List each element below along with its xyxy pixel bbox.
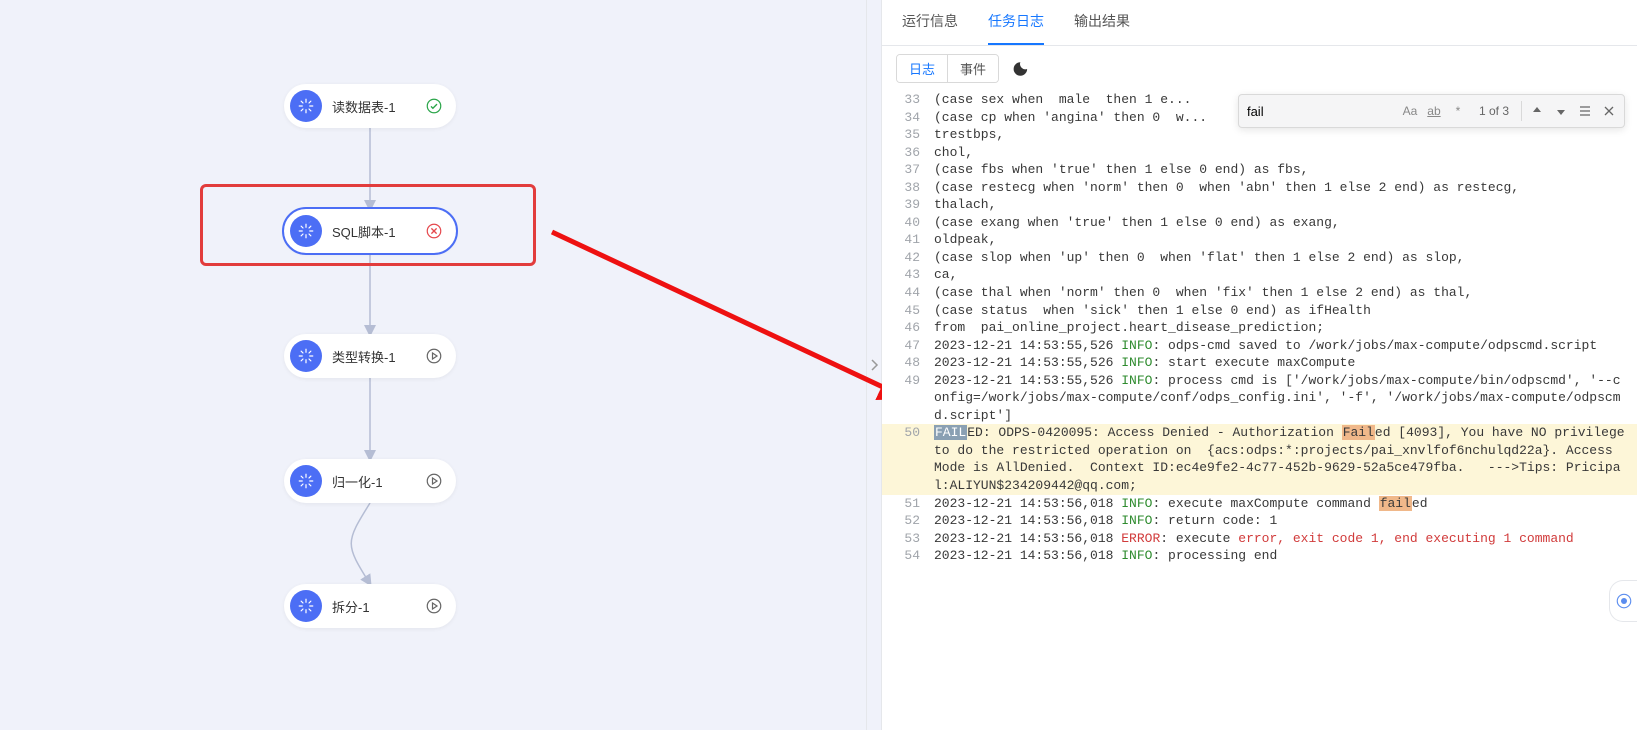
log-line: 35trestbps, [882, 126, 1637, 144]
find-count: 1 of 3 [1473, 104, 1515, 118]
close-icon [1603, 105, 1615, 117]
node-icon [290, 215, 322, 247]
log-line: 40(case exang when 'true' then 1 else 0 … [882, 214, 1637, 232]
node-label: SQL脚本-1 [332, 222, 424, 241]
log-line: 492023-12-21 14:53:55,526 INFO: process … [882, 372, 1637, 425]
node-status-icon [424, 596, 444, 616]
log-line: 36chol, [882, 144, 1637, 162]
segment-log[interactable]: 日志 [897, 55, 948, 82]
dark-mode-toggle[interactable] [1009, 58, 1031, 80]
match-case-toggle[interactable]: Aa [1401, 102, 1419, 120]
node-label: 读数据表-1 [332, 97, 424, 116]
log-line: 472023-12-21 14:53:55,526 INFO: odps-cmd… [882, 337, 1637, 355]
node-status-icon [424, 221, 444, 241]
log-event-segment: 日志事件 [896, 54, 999, 83]
moon-icon [1011, 60, 1029, 78]
regex-toggle[interactable]: * [1449, 102, 1467, 120]
list-icon [1578, 104, 1592, 118]
node-label: 拆分-1 [332, 597, 424, 616]
node-label: 类型转换-1 [332, 347, 424, 366]
arrow-up-icon [1531, 105, 1543, 117]
tab-log[interactable]: 任务日志 [988, 0, 1044, 45]
segment-evt[interactable]: 事件 [948, 55, 998, 82]
log-line: 41oldpeak, [882, 231, 1637, 249]
node-icon [290, 340, 322, 372]
log-line: 38(case restecg when 'norm' then 0 when … [882, 179, 1637, 197]
node-label: 归一化-1 [332, 472, 424, 491]
log-line: 50FAILED: ODPS-0420095: Access Denied - … [882, 424, 1637, 494]
chevron-right-icon [869, 358, 879, 372]
node-status-icon [424, 96, 444, 116]
log-line: 42(case slop when 'up' then 0 when 'flat… [882, 249, 1637, 267]
log-line: 37(case fbs when 'true' then 1 else 0 en… [882, 161, 1637, 179]
workflow-node-read[interactable]: 读数据表-1 [284, 84, 456, 128]
workflow-canvas[interactable]: 读数据表-1 SQL脚本-1 类型转换-1 归一化-1 拆分-1 [0, 0, 866, 730]
find-close-button[interactable] [1600, 102, 1618, 120]
find-input[interactable] [1245, 100, 1395, 123]
log-line: 532023-12-21 14:53:56,018 ERROR: execute… [882, 530, 1637, 548]
workflow-node-sql[interactable]: SQL脚本-1 [284, 209, 456, 253]
log-line: 522023-12-21 14:53:56,018 INFO: return c… [882, 512, 1637, 530]
separator [1521, 101, 1522, 121]
log-line: 45(case status when 'sick' then 1 else 0… [882, 302, 1637, 320]
workflow-node-cast[interactable]: 类型转换-1 [284, 334, 456, 378]
panel-collapse-handle[interactable] [866, 0, 882, 730]
help-icon [1615, 592, 1633, 610]
workflow-node-norm[interactable]: 归一化-1 [284, 459, 456, 503]
node-status-icon [424, 346, 444, 366]
find-next-button[interactable] [1552, 102, 1570, 120]
help-float-button[interactable] [1609, 580, 1637, 622]
match-word-toggle[interactable]: ab [1425, 102, 1443, 120]
tabs: 运行信息任务日志输出结果 [882, 0, 1637, 46]
node-icon [290, 465, 322, 497]
log-line: 46from pai_online_project.heart_disease_… [882, 319, 1637, 337]
node-status-icon [424, 471, 444, 491]
find-bar: Aa ab * 1 of 3 [1238, 94, 1625, 128]
arrow-down-icon [1555, 105, 1567, 117]
log-line: 44(case thal when 'norm' then 0 when 'fi… [882, 284, 1637, 302]
node-icon [290, 90, 322, 122]
workflow-node-split[interactable]: 拆分-1 [284, 584, 456, 628]
log-line: 542023-12-21 14:53:56,018 INFO: processi… [882, 547, 1637, 565]
log-subbar: 日志事件 [882, 46, 1637, 91]
log-line: 482023-12-21 14:53:55,526 INFO: start ex… [882, 354, 1637, 372]
find-prev-button[interactable] [1528, 102, 1546, 120]
tab-out[interactable]: 输出结果 [1074, 0, 1130, 45]
log-line: 39thalach, [882, 196, 1637, 214]
find-filter-button[interactable] [1576, 102, 1594, 120]
log-line: 512023-12-21 14:53:56,018 INFO: execute … [882, 495, 1637, 513]
log-panel: 运行信息任务日志输出结果 日志事件 Aa ab * 1 of 3 [882, 0, 1637, 730]
log-viewer[interactable]: 33(case sex when male then 1 e...34(case… [882, 91, 1637, 730]
tab-run[interactable]: 运行信息 [902, 0, 958, 45]
node-icon [290, 590, 322, 622]
log-line: 43ca, [882, 266, 1637, 284]
